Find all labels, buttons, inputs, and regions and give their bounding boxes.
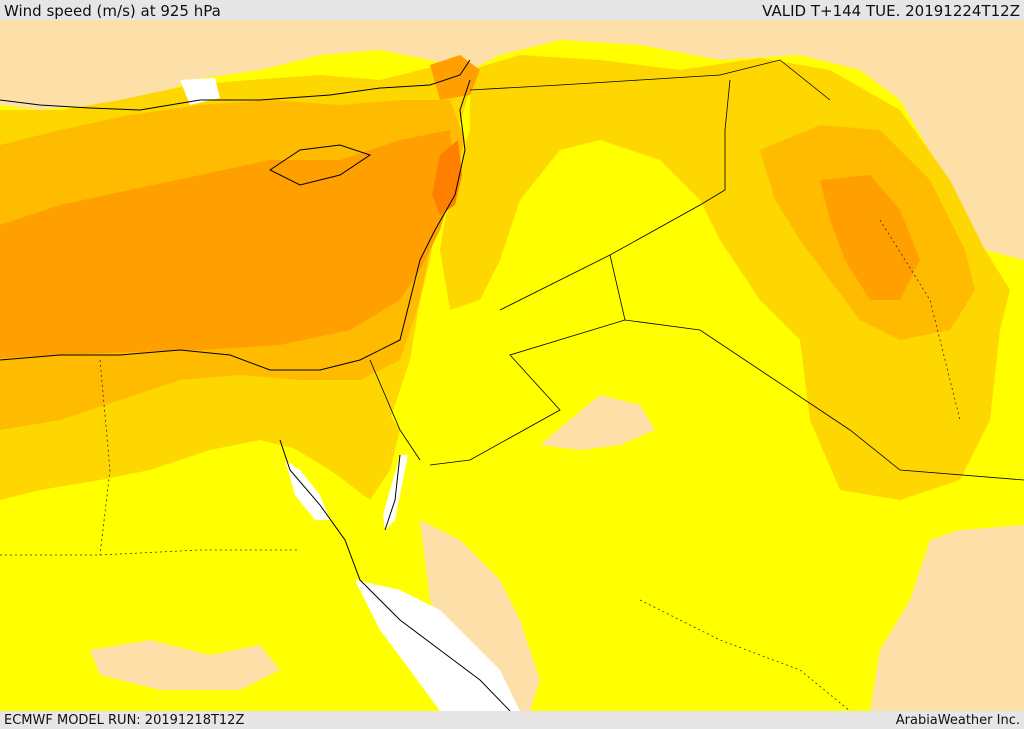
- water-calm-aegean: [180, 78, 220, 105]
- field-orange-med-core: [0, 130, 455, 358]
- map-title: Wind speed (m/s) at 925 hPa: [4, 2, 221, 20]
- map-footer: ECMWF MODEL RUN: 20191218T12Z ArabiaWeat…: [0, 711, 1024, 729]
- wind-speed-map: [0, 20, 1024, 711]
- credit: ArabiaWeather Inc.: [895, 712, 1020, 728]
- field-light-north: [0, 20, 1024, 260]
- field-gold-sinai: [280, 400, 400, 500]
- field-light-sw-egypt: [90, 640, 280, 690]
- country-borders: [369, 59, 1024, 481]
- water-calm-red-sea: [355, 580, 520, 711]
- field-orange-iraq: [820, 175, 920, 300]
- field-light-se: [870, 525, 1024, 711]
- map-canvas: [0, 20, 1024, 711]
- map-header: Wind speed (m/s) at 925 hPa VALID T+144 …: [0, 0, 1024, 22]
- field-light-hejaz: [420, 520, 540, 711]
- valid-time: VALID T+144 TUE. 20191224T12Z: [762, 2, 1020, 20]
- model-run: ECMWF MODEL RUN: 20191218T12Z: [4, 712, 245, 728]
- field-light-arabia: [540, 395, 655, 450]
- coastlines: [0, 59, 511, 711]
- province-borders: [0, 219, 961, 711]
